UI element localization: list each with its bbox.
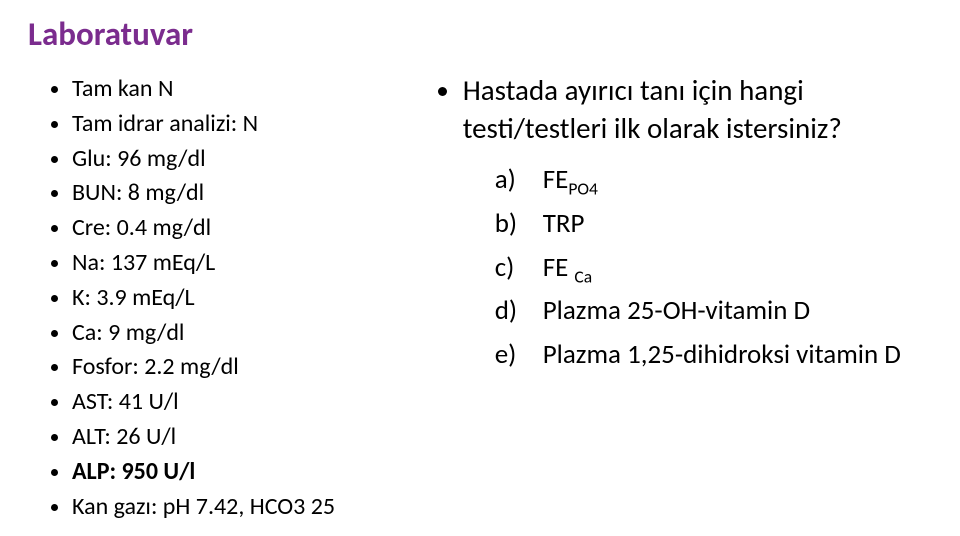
option-main: FE — [543, 251, 575, 284]
list-item: Tam kan N — [72, 72, 419, 107]
list-item: Cre: 0.4 mg/dl — [72, 211, 419, 246]
list-item: K: 3.9 mEq/L — [72, 281, 419, 316]
list-item-text: Ca: 9 mg/dl — [72, 318, 184, 347]
option-text: TRP — [543, 207, 585, 240]
option-item: d)Plazma 25-OH-vitamin D — [495, 290, 932, 334]
list-item-text: Na: 137 mEq/L — [72, 248, 215, 277]
lab-list: Tam kan N Tam idrar analizi: N Glu: 96 m… — [28, 72, 419, 524]
left-column: Tam kan N Tam idrar analizi: N Glu: 96 m… — [28, 72, 419, 524]
option-main: Plazma 25-OH-vitamin D — [543, 294, 810, 327]
list-item-text: Fosfor: 2.2 mg/dl — [72, 352, 239, 381]
option-marker: c) — [495, 247, 543, 289]
option-text: FE Ca — [543, 251, 592, 284]
option-main: TRP — [543, 207, 585, 240]
list-item: AST: 41 U/l — [72, 385, 419, 420]
option-text: FEPO4 — [543, 163, 598, 196]
list-item-text: Tam kan N — [72, 74, 173, 103]
option-item: c)FE Ca — [495, 247, 932, 291]
list-item: Kan gazı: pH 7.42, HCO3 25 — [72, 490, 419, 525]
columns: Tam kan N Tam idrar analizi: N Glu: 96 m… — [28, 72, 932, 524]
list-item: ALT: 26 U/l — [72, 420, 419, 455]
list-item: ALP: 950 U/l — [72, 455, 419, 490]
slide-title: Laboratuvar — [28, 14, 932, 54]
list-item: Fosfor: 2.2 mg/dl — [72, 350, 419, 385]
list-item: Tam idrar analizi: N — [72, 107, 419, 142]
option-text: Plazma 1,25-dihidroksi vitamin D — [543, 338, 901, 371]
options-list: a)FEPO4 b)TRP c)FE Ca d)Plazma 25-OH-vit… — [435, 159, 932, 377]
list-item-text: ALP: 950 U/l — [72, 457, 195, 486]
option-marker: a) — [495, 159, 543, 201]
list-item-text: ALT: 26 U/l — [72, 422, 176, 451]
option-item: e)Plazma 1,25-dihidroksi vitamin D — [495, 334, 932, 378]
list-item-text: Kan gazı: pH 7.42, HCO3 25 — [72, 492, 335, 521]
list-item-text: Tam idrar analizi: N — [72, 109, 258, 138]
option-marker: e) — [495, 334, 543, 376]
list-item-text: BUN: 8 mg/dl — [72, 178, 204, 207]
list-item-text: K: 3.9 mEq/L — [72, 283, 195, 312]
option-item: b)TRP — [495, 203, 932, 247]
question-block: Hastada ayırıcı tanı için hangi testi/te… — [435, 72, 932, 147]
option-marker: b) — [495, 203, 543, 245]
right-column: Hastada ayırıcı tanı için hangi testi/te… — [419, 72, 932, 524]
list-item: BUN: 8 mg/dl — [72, 176, 419, 211]
option-main: FE — [543, 163, 569, 196]
option-main: Plazma 1,25-dihidroksi vitamin D — [543, 338, 901, 371]
list-item-text: AST: 41 U/l — [72, 387, 179, 416]
list-item-text: Glu: 96 mg/dl — [72, 144, 206, 173]
option-item: a)FEPO4 — [495, 159, 932, 203]
list-item-text: Cre: 0.4 mg/dl — [72, 213, 211, 242]
option-marker: d) — [495, 290, 543, 332]
option-text: Plazma 25-OH-vitamin D — [543, 294, 810, 327]
option-sub: Ca — [574, 265, 592, 287]
option-sub: PO4 — [568, 178, 598, 200]
list-item: Na: 137 mEq/L — [72, 246, 419, 281]
list-item: Glu: 96 mg/dl — [72, 142, 419, 177]
slide: Laboratuvar Tam kan N Tam idrar analizi:… — [0, 0, 960, 536]
question-text: Hastada ayırıcı tanı için hangi testi/te… — [463, 72, 932, 147]
list-item: Ca: 9 mg/dl — [72, 316, 419, 351]
